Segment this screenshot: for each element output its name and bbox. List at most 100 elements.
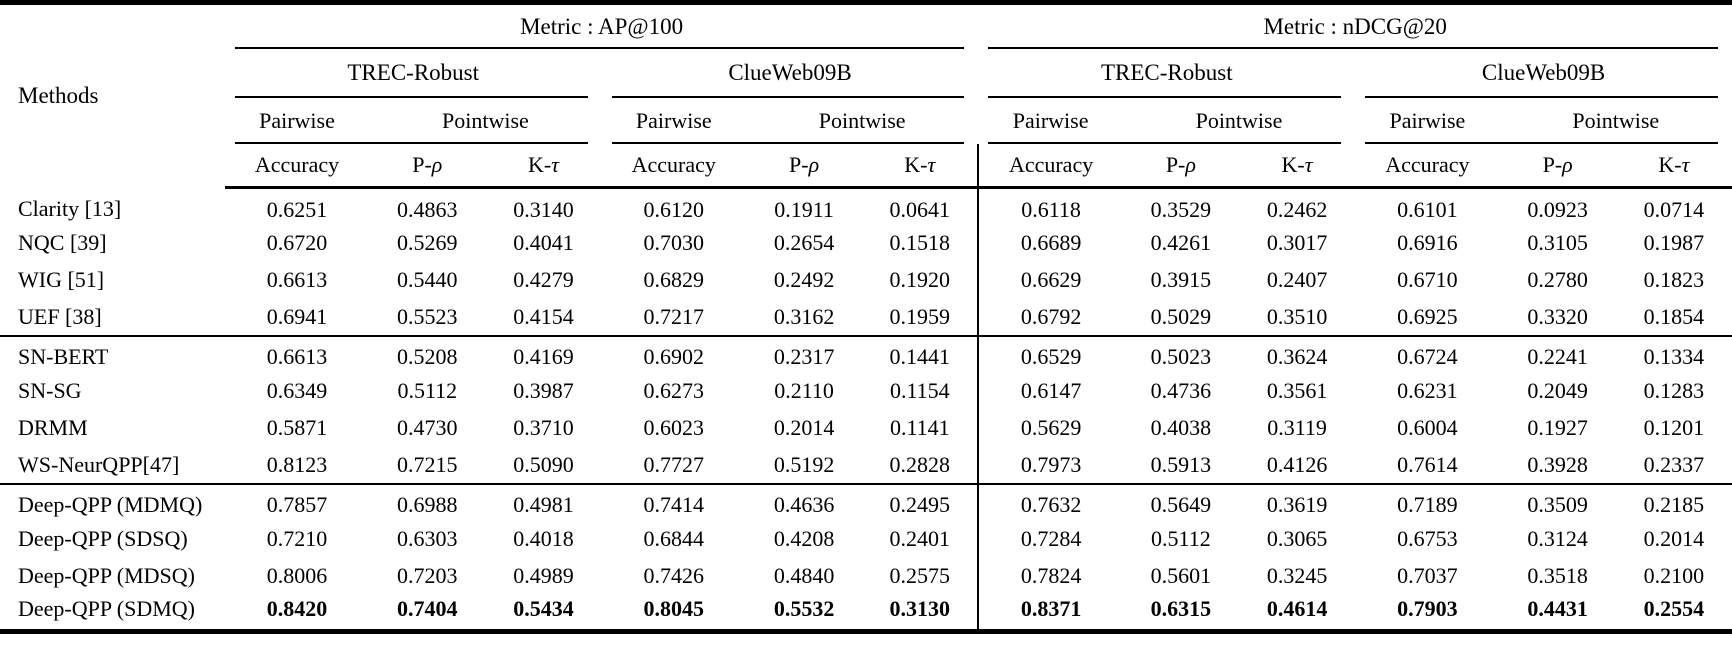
metric-value: 0.1823 bbox=[1643, 267, 1705, 292]
metric-value: 0.4041 bbox=[513, 230, 574, 255]
metric-value: 0.2407 bbox=[1266, 267, 1328, 292]
metric-value: 0.3915 bbox=[1150, 267, 1212, 292]
metric-value: 0.6844 bbox=[643, 526, 705, 551]
metric-value: 0.4840 bbox=[773, 563, 835, 588]
metric-value: 0.2575 bbox=[889, 563, 951, 588]
metric-value: 0.0923 bbox=[1527, 196, 1588, 222]
metric-value: 0.2554 bbox=[1643, 595, 1705, 621]
metric-value: 0.6720 bbox=[266, 230, 328, 255]
metric-value: 0.6753 bbox=[1397, 526, 1458, 551]
metric-value: 0.4431 bbox=[1527, 595, 1588, 621]
metric-value: 0.3065 bbox=[1266, 526, 1328, 551]
metric-value: 0.5112 bbox=[397, 378, 458, 403]
metric-value: 0.1334 bbox=[1615, 334, 1732, 373]
rho-symbol: ρ bbox=[1562, 151, 1573, 177]
metric-value: 0.2780 bbox=[1527, 267, 1588, 292]
metric-value: 0.1911 bbox=[774, 196, 834, 222]
table-row: SN-BERT 0.6613 0.5208 0.4169 0.6902 0.2317 0.1… bbox=[0, 334, 1732, 373]
metric-value: 0.6689 bbox=[977, 224, 1123, 262]
kendall-tau-header: K-τ bbox=[1238, 143, 1356, 189]
metric-value: 0.3928 bbox=[1527, 451, 1588, 477]
metric-value: 0.5913 bbox=[1150, 451, 1212, 477]
tau-symbol: τ bbox=[551, 151, 560, 177]
metric-value: 0.7824 bbox=[977, 557, 1123, 595]
tau-symbol: τ bbox=[1681, 151, 1690, 177]
metric-value: 0.6118 bbox=[977, 187, 1123, 225]
metric-value: 0.6613 bbox=[224, 334, 370, 373]
metric-value: 0.6251 bbox=[266, 196, 328, 222]
metric-value: 0.1141 bbox=[889, 415, 950, 440]
metric-value: 0.7903 bbox=[1397, 595, 1458, 621]
table-row: DRMM 0.5871 0.4730 0.3710 0.6023 0.2014 0.1141… bbox=[0, 409, 1732, 447]
metric-value: 0.6101 bbox=[1397, 196, 1458, 222]
table-row: Deep-QPP (SDSQ) 0.7210 0.6303 0.4018 0.6844 0… bbox=[0, 520, 1732, 558]
metric-value: 0.2828 bbox=[889, 451, 951, 477]
metric-value: 0.7857 bbox=[224, 482, 370, 521]
metric-value: 0.3162 bbox=[773, 303, 835, 329]
table-row: Deep-QPP (MDSQ) 0.8006 0.7203 0.4989 0.7426 0… bbox=[0, 557, 1732, 595]
metric-value: 0.4208 bbox=[773, 526, 835, 551]
method-name: DRMM bbox=[18, 415, 88, 440]
rho-symbol: ρ bbox=[808, 151, 820, 177]
metric-value: 0.7215 bbox=[397, 451, 458, 477]
method-name: Deep-QPP (SDMQ) bbox=[18, 595, 196, 621]
table-row: Deep-QPP (MDMQ) 0.7857 0.6988 0.4981 0.7414 0… bbox=[0, 482, 1732, 521]
metric-value: 0.6629 bbox=[977, 261, 1123, 299]
pearson-rho-header: P-ρ bbox=[369, 143, 486, 189]
table-row: Clarity [13] 0.6251 0.4863 0.3140 0.6120 0.19… bbox=[0, 187, 1732, 225]
metric-value: 0.4279 bbox=[513, 267, 574, 292]
k-prefix: K- bbox=[1281, 151, 1305, 177]
dataset-header-trec-robust-ndcg: TREC-Robust bbox=[978, 49, 1355, 98]
metric-value: 0.3105 bbox=[1527, 230, 1588, 255]
method-name: Deep-QPP (MDMQ) bbox=[0, 482, 225, 521]
metric-value: 0.2185 bbox=[1615, 482, 1732, 521]
pointwise-header: Pointwise bbox=[1122, 98, 1355, 144]
metric-value: 0.6349 bbox=[266, 378, 328, 403]
metric-value: 0.3518 bbox=[1527, 563, 1588, 588]
pairwise-header: Pairwise bbox=[978, 98, 1124, 144]
method-name: WIG [51] bbox=[18, 267, 105, 292]
metric-value: 0.6829 bbox=[643, 267, 705, 292]
metric-value: 0.4038 bbox=[1150, 415, 1212, 440]
metric-value: 0.3624 bbox=[1238, 334, 1356, 373]
k-prefix: K- bbox=[527, 151, 552, 177]
supervision-header-row: Pairwise Pointwise Pairwise Pointwise Pa… bbox=[0, 98, 1732, 144]
metric-value: 0.2014 bbox=[1643, 526, 1705, 551]
tau-symbol: τ bbox=[1304, 151, 1313, 177]
metric-value: 0.7203 bbox=[397, 563, 458, 588]
metric-value: 0.6231 bbox=[1397, 378, 1458, 403]
metric-value: 0.6023 bbox=[643, 415, 705, 440]
metric-value: 0.2014 bbox=[773, 415, 835, 440]
method-name: WS-NeurQPP[47] bbox=[18, 451, 180, 477]
method-name: UEF [38] bbox=[18, 303, 102, 329]
results-table: Methods Metric : AP@100 Metric : nDCG@20… bbox=[0, 0, 1732, 634]
metric-value: 0.5871 bbox=[266, 415, 328, 440]
dataset-header-row: TREC-Robust ClueWeb09B TREC-Robust ClueW… bbox=[0, 49, 1732, 98]
dataset-header-clueweb-ap: ClueWeb09B bbox=[602, 49, 979, 98]
metric-value: 0.7210 bbox=[266, 526, 328, 551]
metric-value: 0.1201 bbox=[1643, 415, 1705, 440]
metric-value: 0.4989 bbox=[513, 563, 574, 588]
metric-value: 0.6004 bbox=[1397, 415, 1458, 440]
metric-value: 0.3130 bbox=[889, 595, 951, 621]
metric-value: 0.6120 bbox=[643, 196, 705, 222]
metric-value: 0.1154 bbox=[889, 378, 950, 403]
method-name: Deep-QPP (MDSQ) bbox=[18, 563, 196, 588]
metric-value: 0.2100 bbox=[1643, 563, 1705, 588]
pearson-rho-header: P-ρ bbox=[745, 143, 863, 189]
metric-value: 0.5532 bbox=[773, 595, 835, 621]
method-name: Deep-QPP (SDSQ) bbox=[18, 526, 188, 551]
table-row: WIG [51] 0.6613 0.5440 0.4279 0.6829 0.2492 0.… bbox=[0, 261, 1732, 299]
metric-value: 0.1283 bbox=[1643, 378, 1705, 403]
kendall-tau-header: K-τ bbox=[485, 143, 602, 189]
metric-value: 0.4636 bbox=[745, 482, 863, 521]
metric-value: 0.3987 bbox=[513, 378, 574, 403]
metric-value: 0.6710 bbox=[1397, 267, 1458, 292]
accuracy-header: Accuracy bbox=[1355, 143, 1500, 189]
metric-value: 0.6925 bbox=[1397, 303, 1458, 329]
metric-value: 0.2317 bbox=[745, 334, 863, 373]
pearson-rho-header: P-ρ bbox=[1122, 143, 1239, 189]
metric-value: 0.7030 bbox=[643, 230, 705, 255]
metric-value: 0.2110 bbox=[774, 378, 834, 403]
metric-value: 0.8006 bbox=[266, 563, 328, 588]
